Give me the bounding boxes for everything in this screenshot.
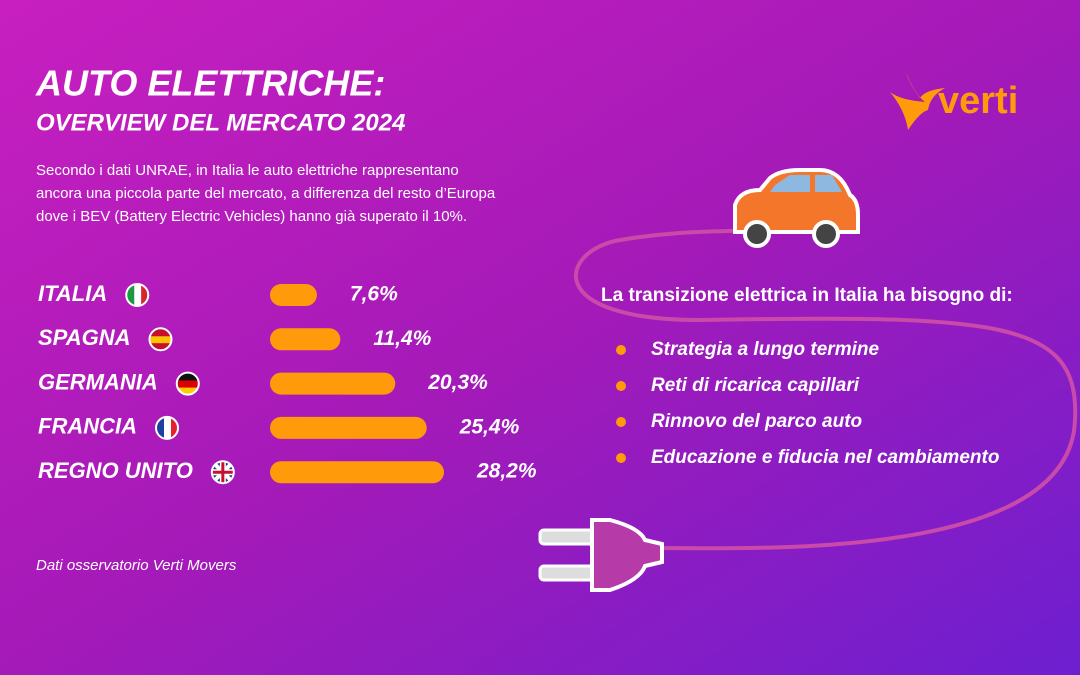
needs-heading: La transizione elettrica in Italia ha bi… xyxy=(601,285,1013,306)
value-label: 28,2% xyxy=(476,460,537,483)
need-item: Rinnovo del parco auto xyxy=(651,411,862,432)
category-label: FRANCIA xyxy=(38,414,137,439)
bar xyxy=(270,372,396,395)
flag xyxy=(125,283,150,307)
flag xyxy=(148,327,173,352)
need-item: Reti di ricarica capillari xyxy=(651,375,860,396)
category-label: ITALIA xyxy=(38,281,107,306)
flag xyxy=(175,371,200,396)
bullet xyxy=(616,453,626,463)
intro-line: Secondo i dati UNRAE, in Italia le auto … xyxy=(36,162,459,179)
bar xyxy=(270,328,341,351)
bullet xyxy=(616,345,626,355)
category-label: REGNO UNITO xyxy=(38,458,193,483)
subtitle: OVERVIEW DEL MERCATO 2024 xyxy=(36,109,405,136)
category-label: SPAGNA xyxy=(38,325,131,350)
value-label: 25,4% xyxy=(459,415,520,438)
bar xyxy=(270,461,444,484)
logo-mark xyxy=(890,70,945,130)
value-label: 20,3% xyxy=(427,371,488,394)
bullet xyxy=(616,417,626,427)
title: AUTO ELETTRICHE: xyxy=(35,63,385,104)
category-label: GERMANIA xyxy=(38,369,158,394)
bar xyxy=(270,284,317,306)
cable xyxy=(573,228,1078,551)
plug-icon xyxy=(538,518,664,592)
logo-text: verti xyxy=(938,80,1018,122)
flag xyxy=(155,415,179,440)
need-item: Educazione e fiducia nel cambiamento xyxy=(651,447,999,468)
car-icon xyxy=(733,168,860,248)
flag xyxy=(210,460,235,485)
bullet xyxy=(616,381,626,391)
bar xyxy=(270,416,427,439)
source: Dati osservatorio Verti Movers xyxy=(36,557,237,574)
intro-line: ancora una piccola parte del mercato, a … xyxy=(36,185,496,202)
intro-line: dove i BEV (Battery Electric Vehicles) h… xyxy=(36,208,467,225)
value-label: 11,4% xyxy=(373,327,431,350)
need-item: Strategia a lungo termine xyxy=(651,339,879,360)
value-label: 7,6% xyxy=(350,283,398,306)
